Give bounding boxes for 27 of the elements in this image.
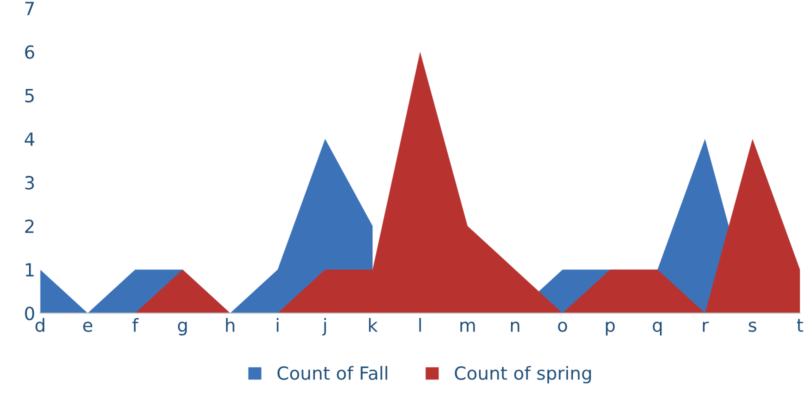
x-tick-label: q [652, 322, 662, 336]
y-tick-label: 4 [24, 132, 34, 146]
x-tick-label: m [460, 322, 475, 332]
x-tick-label: h [226, 318, 234, 332]
x-tick-label: l [419, 318, 421, 332]
x-tick-label: p [606, 322, 615, 336]
x-tick-label: t [796, 319, 804, 332]
x-tick-label: d [35, 318, 44, 332]
x-tick-label: f [132, 318, 139, 332]
x-tick-label: n [510, 322, 520, 332]
y-tick-label: 6 [25, 45, 34, 59]
y-tick-label: 1 [26, 263, 34, 276]
x-tick-label: g [178, 322, 187, 336]
x-tick-label: o [558, 322, 568, 332]
x-tick-label: k [369, 318, 378, 332]
x-tick-label: e [83, 322, 92, 332]
x-tick-label: j [322, 318, 326, 336]
legend-label: Count of Fall [278, 366, 388, 380]
x-tick-label: r [702, 322, 709, 332]
y-tick-label: 5 [25, 89, 34, 102]
y-tick-label: 2 [25, 219, 34, 233]
x-tick-label: i [276, 318, 278, 332]
y-tick-label: 0 [25, 306, 34, 320]
legend-label: Count of spring [454, 366, 591, 384]
x-tick-label: s [748, 322, 756, 332]
y-tick-label: 7 [25, 2, 34, 16]
y-tick-label: 3 [25, 176, 34, 190]
